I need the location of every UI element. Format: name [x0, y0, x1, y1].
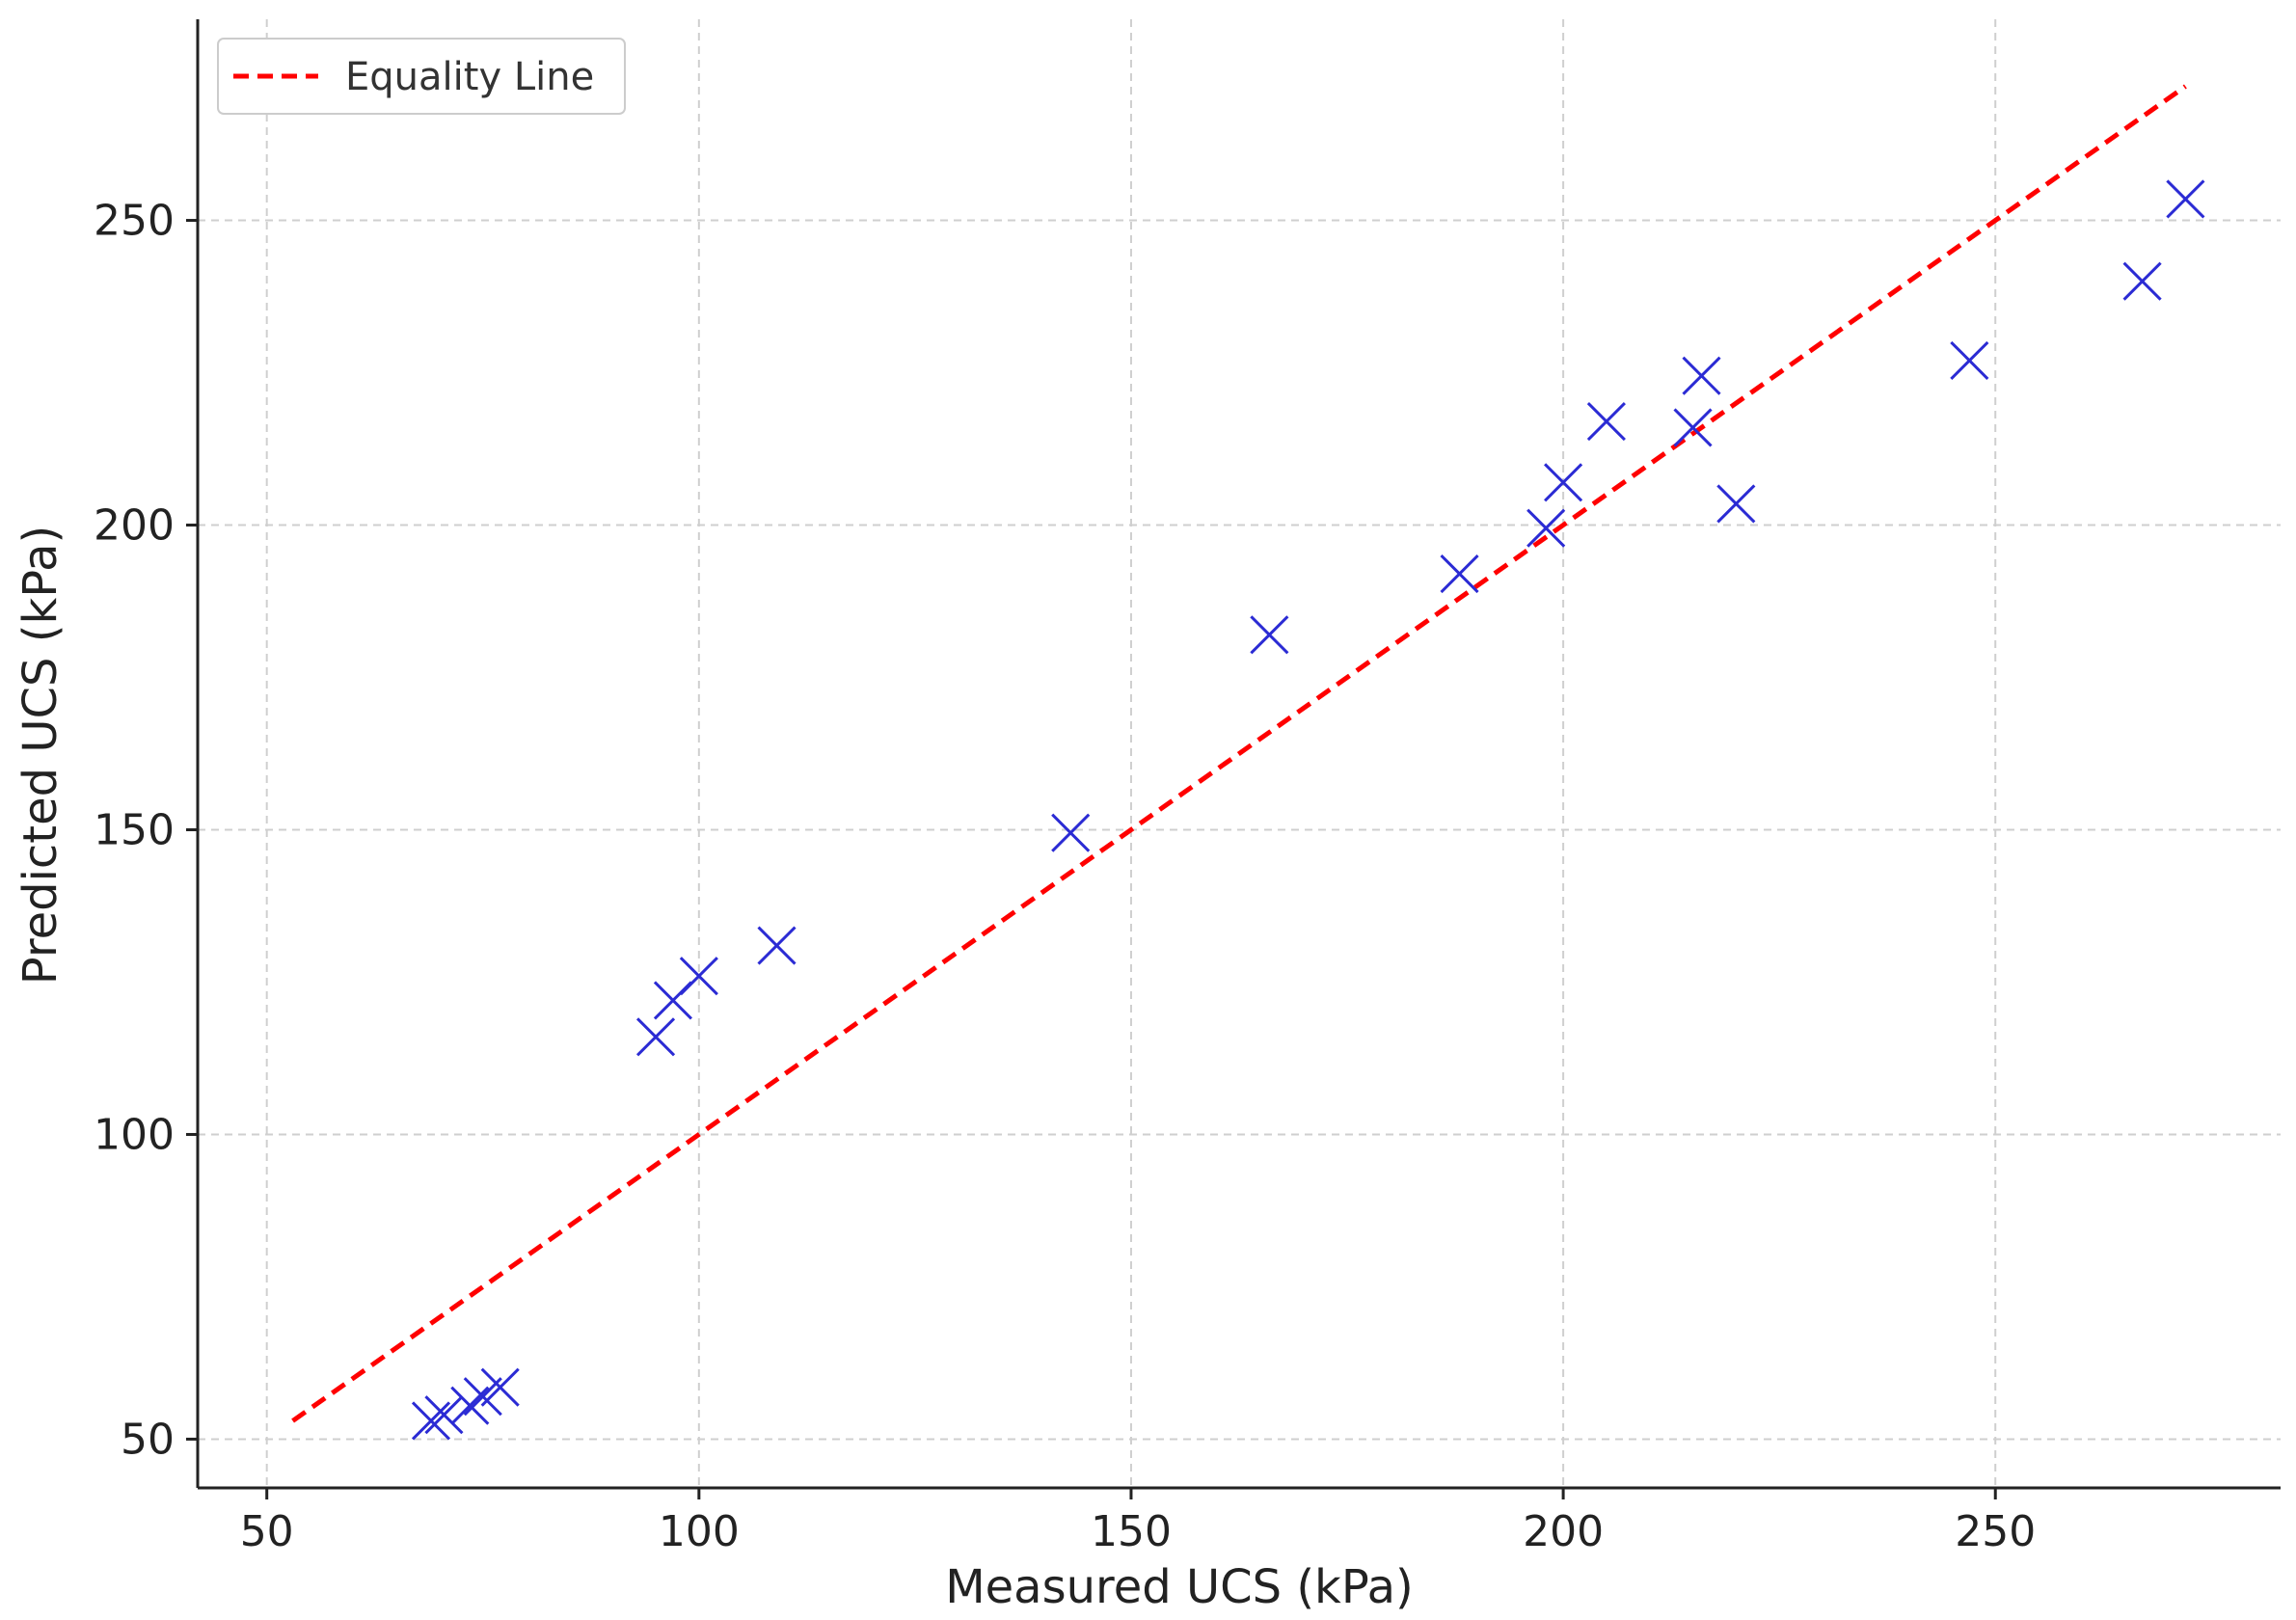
- legend-label-equality-line: Equality Line: [345, 55, 594, 99]
- x-tick-label-1: 100: [659, 1507, 740, 1556]
- legend-box: [217, 38, 626, 115]
- scatter-point-11-stroke-b: [1440, 554, 1479, 594]
- scatter-point-13-stroke-b: [1544, 463, 1583, 502]
- scatter-point-19: [2122, 261, 2162, 301]
- scatter-point-9: [1051, 813, 1091, 852]
- scatter-point-8-stroke-b: [757, 926, 797, 965]
- scatter-point-0-stroke-b: [411, 1401, 451, 1441]
- scatter-point-12-stroke-b: [1526, 508, 1566, 548]
- scatter-point-16: [1682, 356, 1721, 395]
- scatter-point-1: [424, 1395, 464, 1435]
- scatter-point-12: [1526, 508, 1566, 548]
- tick-labels: 50 100 150 200 250 50 100 150 200 250: [94, 197, 2036, 1556]
- scatter-point-17: [1716, 484, 1756, 524]
- scatter-point-1-stroke-b: [424, 1395, 464, 1435]
- x-tick-label-3: 200: [1523, 1507, 1604, 1556]
- scatter-point-13: [1544, 463, 1583, 502]
- scatter-point-18-stroke-b: [1950, 340, 1989, 380]
- legend: Equality Line: [217, 38, 626, 115]
- y-axis-label: Predicted UCS (kPa): [14, 526, 68, 985]
- equality-line-series: [291, 84, 2187, 1423]
- scatter-point-18: [1950, 340, 1989, 380]
- scatter-point-2: [450, 1386, 490, 1425]
- y-tick-label-1: 100: [94, 1110, 175, 1159]
- x-tick-label-4: 250: [1955, 1507, 2036, 1556]
- scatter-points: [411, 179, 2205, 1441]
- scatter-point-5-stroke-b: [635, 1017, 676, 1057]
- scatter-point-0: [411, 1401, 451, 1441]
- axes: [186, 19, 2281, 1499]
- x-axis-label: Measured UCS (kPa): [945, 1560, 1414, 1614]
- scatter-point-8: [757, 926, 797, 965]
- scatter-point-4: [480, 1367, 520, 1407]
- scatter-point-14: [1586, 402, 1626, 442]
- scatter-point-16-stroke-b: [1682, 356, 1721, 395]
- scatter-point-7: [679, 957, 718, 996]
- x-tick-label-0: 50: [240, 1507, 294, 1556]
- scatter-point-2-stroke-b: [450, 1386, 490, 1425]
- scatter-point-5: [635, 1017, 676, 1057]
- scatter-point-17-stroke-b: [1716, 484, 1756, 524]
- y-tick-label-3: 200: [94, 501, 175, 551]
- scatter-point-10-stroke-b: [1250, 615, 1289, 655]
- scatter-point-15-stroke-b: [1673, 408, 1713, 447]
- scatter-point-11: [1440, 554, 1479, 594]
- scatter-point-20: [2166, 179, 2205, 219]
- y-tick-label-0: 50: [121, 1415, 175, 1464]
- scatter-point-7-stroke-b: [679, 957, 718, 996]
- y-tick-label-4: 250: [94, 197, 175, 246]
- scatter-point-20-stroke-b: [2166, 179, 2205, 219]
- scatter-point-19-stroke-b: [2122, 261, 2162, 301]
- scatter-point-4-stroke-b: [480, 1367, 520, 1407]
- scatter-point-14-stroke-b: [1586, 402, 1626, 442]
- scatter-point-9-stroke-b: [1051, 813, 1091, 852]
- grid-lines: [198, 19, 2281, 1488]
- y-tick-label-2: 150: [94, 805, 175, 854]
- scatter-point-15: [1673, 408, 1713, 447]
- x-tick-label-2: 150: [1091, 1507, 1172, 1556]
- scatter-point-10: [1250, 615, 1289, 655]
- equality-line: [291, 84, 2187, 1423]
